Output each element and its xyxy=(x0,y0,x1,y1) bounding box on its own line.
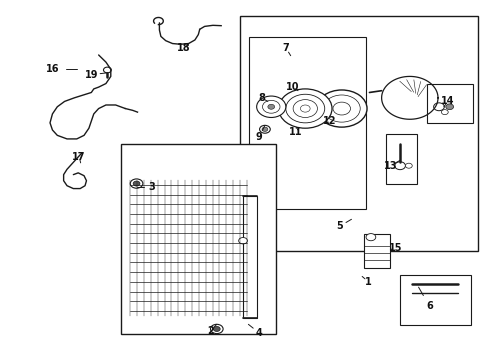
Circle shape xyxy=(133,181,140,186)
Circle shape xyxy=(441,110,447,114)
Bar xyxy=(385,134,416,184)
Text: 15: 15 xyxy=(387,243,401,253)
Text: 1: 1 xyxy=(365,277,371,287)
Text: 3: 3 xyxy=(148,182,155,192)
Bar xyxy=(426,84,472,123)
Circle shape xyxy=(292,100,317,117)
Bar xyxy=(239,16,477,251)
Text: 17: 17 xyxy=(72,152,86,162)
Circle shape xyxy=(213,327,220,332)
Circle shape xyxy=(433,103,444,111)
Bar xyxy=(399,275,469,325)
Circle shape xyxy=(445,104,453,110)
Circle shape xyxy=(285,94,324,123)
Circle shape xyxy=(262,100,280,113)
Bar xyxy=(249,37,366,208)
Circle shape xyxy=(405,163,411,168)
Circle shape xyxy=(366,234,375,241)
Text: 6: 6 xyxy=(425,301,432,311)
Bar xyxy=(120,144,276,334)
Text: 13: 13 xyxy=(383,161,396,171)
Circle shape xyxy=(316,90,366,127)
Circle shape xyxy=(259,125,270,133)
Circle shape xyxy=(278,89,331,128)
Circle shape xyxy=(210,324,223,334)
Text: 16: 16 xyxy=(45,64,59,74)
Text: 9: 9 xyxy=(255,132,262,142)
Text: 18: 18 xyxy=(177,43,190,53)
Circle shape xyxy=(256,96,285,117)
Circle shape xyxy=(130,179,142,188)
Text: 4: 4 xyxy=(255,328,262,338)
Text: 7: 7 xyxy=(282,43,288,53)
Bar xyxy=(243,196,256,318)
Circle shape xyxy=(300,105,309,112)
Circle shape xyxy=(238,238,247,244)
Text: 14: 14 xyxy=(440,96,453,107)
Circle shape xyxy=(394,162,405,170)
Circle shape xyxy=(262,127,267,131)
Text: 11: 11 xyxy=(288,127,302,137)
Text: 2: 2 xyxy=(206,326,213,336)
Text: 10: 10 xyxy=(286,82,299,92)
Circle shape xyxy=(332,102,350,115)
Circle shape xyxy=(323,95,360,122)
Bar xyxy=(363,234,389,267)
Text: 5: 5 xyxy=(335,221,342,231)
Text: 12: 12 xyxy=(322,116,336,126)
Circle shape xyxy=(103,67,111,73)
Text: 19: 19 xyxy=(84,69,98,80)
Circle shape xyxy=(267,104,274,109)
Text: 8: 8 xyxy=(258,93,264,103)
